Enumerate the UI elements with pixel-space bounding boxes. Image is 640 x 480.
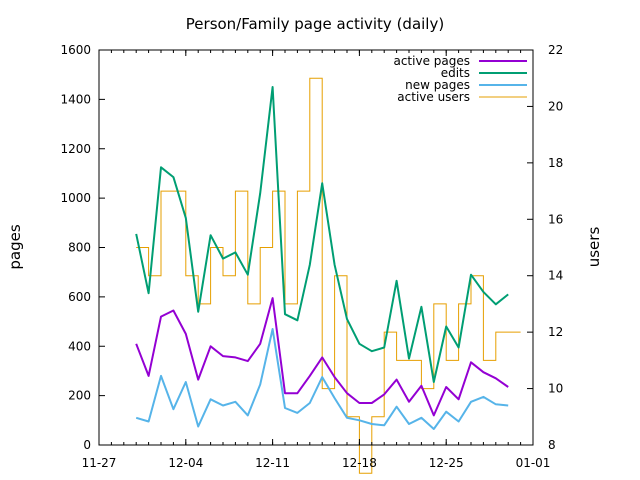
y2-tick-label: 22 bbox=[548, 43, 563, 57]
y-tick-label: 1000 bbox=[60, 191, 91, 205]
series-active-users-steps bbox=[136, 77, 521, 474]
y2-axis-label: users bbox=[585, 227, 603, 268]
y-tick-label: 1400 bbox=[60, 92, 91, 106]
series-active-pages-line bbox=[135, 297, 509, 417]
y2-tick-label: 16 bbox=[548, 212, 563, 226]
y2-tick-label: 20 bbox=[548, 99, 563, 113]
y-tick-label: 400 bbox=[68, 339, 91, 353]
legend-label-active-pages: active pages bbox=[393, 54, 470, 68]
y2-tick-label: 12 bbox=[548, 325, 563, 339]
x-tick-label: 01-01 bbox=[516, 456, 551, 470]
y-tick-label: 1600 bbox=[60, 43, 91, 57]
y-axis-label: pages bbox=[6, 224, 24, 269]
y-tick-label: 600 bbox=[68, 290, 91, 304]
y2-tick-label: 18 bbox=[548, 156, 563, 170]
y2-tick-label: 14 bbox=[548, 269, 563, 283]
x-tick-label: 12-25 bbox=[429, 456, 464, 470]
legend-label-edits: edits bbox=[441, 66, 470, 80]
y2-tick-label: 8 bbox=[548, 438, 556, 452]
y-tick-label: 0 bbox=[83, 438, 91, 452]
legend-label-active-users: active users bbox=[397, 90, 470, 104]
chart-title: Person/Family page activity (daily) bbox=[186, 15, 444, 33]
plot-lines bbox=[135, 77, 521, 474]
series-new-pages-line bbox=[135, 328, 509, 430]
ticks: 0 200 400 600 800 1000 1200 1400 1600 8 10 12 14 16 18… bbox=[60, 43, 563, 470]
legend-label-new-pages: new pages bbox=[405, 78, 470, 92]
y2-tick-label: 10 bbox=[548, 382, 563, 396]
y-tick-label: 800 bbox=[68, 241, 91, 255]
x-tick-label: 12-11 bbox=[255, 456, 290, 470]
y-tick-label: 1200 bbox=[60, 142, 91, 156]
x-tick-label: 12-18 bbox=[342, 456, 377, 470]
y-tick-label: 200 bbox=[68, 389, 91, 403]
series-edits-line bbox=[135, 86, 509, 383]
x-tick-label: 12-04 bbox=[168, 456, 203, 470]
x-tick-label: 11-27 bbox=[82, 456, 117, 470]
